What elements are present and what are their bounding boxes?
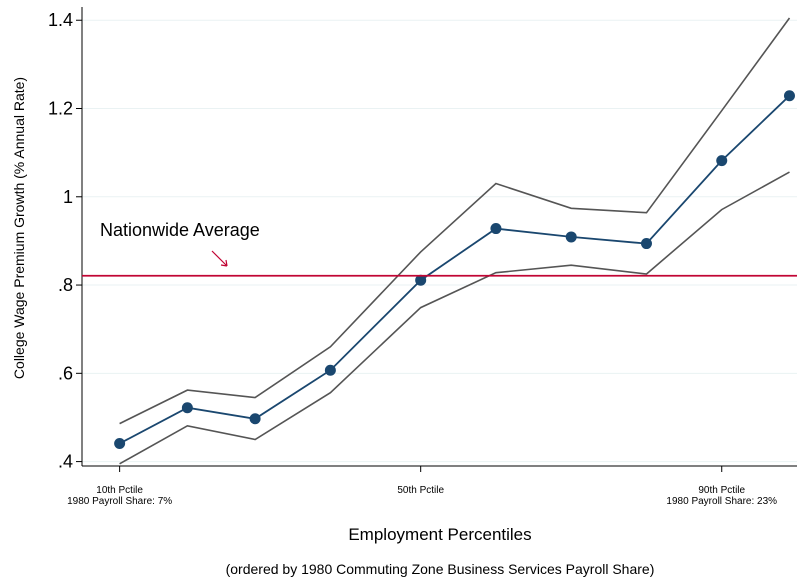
x-axis-label: Employment Percentiles xyxy=(348,525,531,544)
y-ticks: .4 .6 .8 1 1.2 1.4 xyxy=(48,10,82,472)
data-point xyxy=(490,223,502,235)
series-line-upper xyxy=(119,17,791,425)
y-axis-label: College Wage Premium Growth (% Annual Ra… xyxy=(11,77,27,379)
y-tick-label: .6 xyxy=(58,363,73,383)
x-tick-label: 50th Pctile xyxy=(397,485,444,496)
y-tick-label: .4 xyxy=(58,452,73,472)
axes xyxy=(81,7,797,467)
data-point xyxy=(181,402,193,414)
x-tick-label: 1980 Payroll Share: 7% xyxy=(67,496,172,507)
y-tick-label: 1.2 xyxy=(48,99,73,119)
data-point xyxy=(324,364,336,376)
series-line-estimate xyxy=(119,95,791,445)
series-line-lower xyxy=(119,171,790,465)
data-point xyxy=(640,238,652,250)
y-tick-label: 1.4 xyxy=(48,10,73,30)
data-point xyxy=(565,231,577,243)
y-tick-label: .8 xyxy=(58,275,73,295)
y-tick-label: 1 xyxy=(63,187,73,207)
x-tick-label: 90th Pctile xyxy=(698,485,745,496)
data-point xyxy=(415,274,427,286)
data-point xyxy=(114,437,126,449)
data-point xyxy=(716,155,728,167)
nationwide-average-arrow xyxy=(211,250,228,267)
data-point xyxy=(249,413,261,425)
x-axis-subtitle: (ordered by 1980 Commuting Zone Business… xyxy=(226,561,655,577)
x-tick-label: 1980 Payroll Share: 23% xyxy=(666,496,777,507)
series xyxy=(114,17,795,465)
data-point xyxy=(783,90,795,102)
x-tick-label: 10th Pctile xyxy=(96,485,143,496)
annotations: Nationwide Average xyxy=(82,220,797,277)
nationwide-average-label: Nationwide Average xyxy=(100,220,260,240)
gridlines xyxy=(82,19,797,463)
